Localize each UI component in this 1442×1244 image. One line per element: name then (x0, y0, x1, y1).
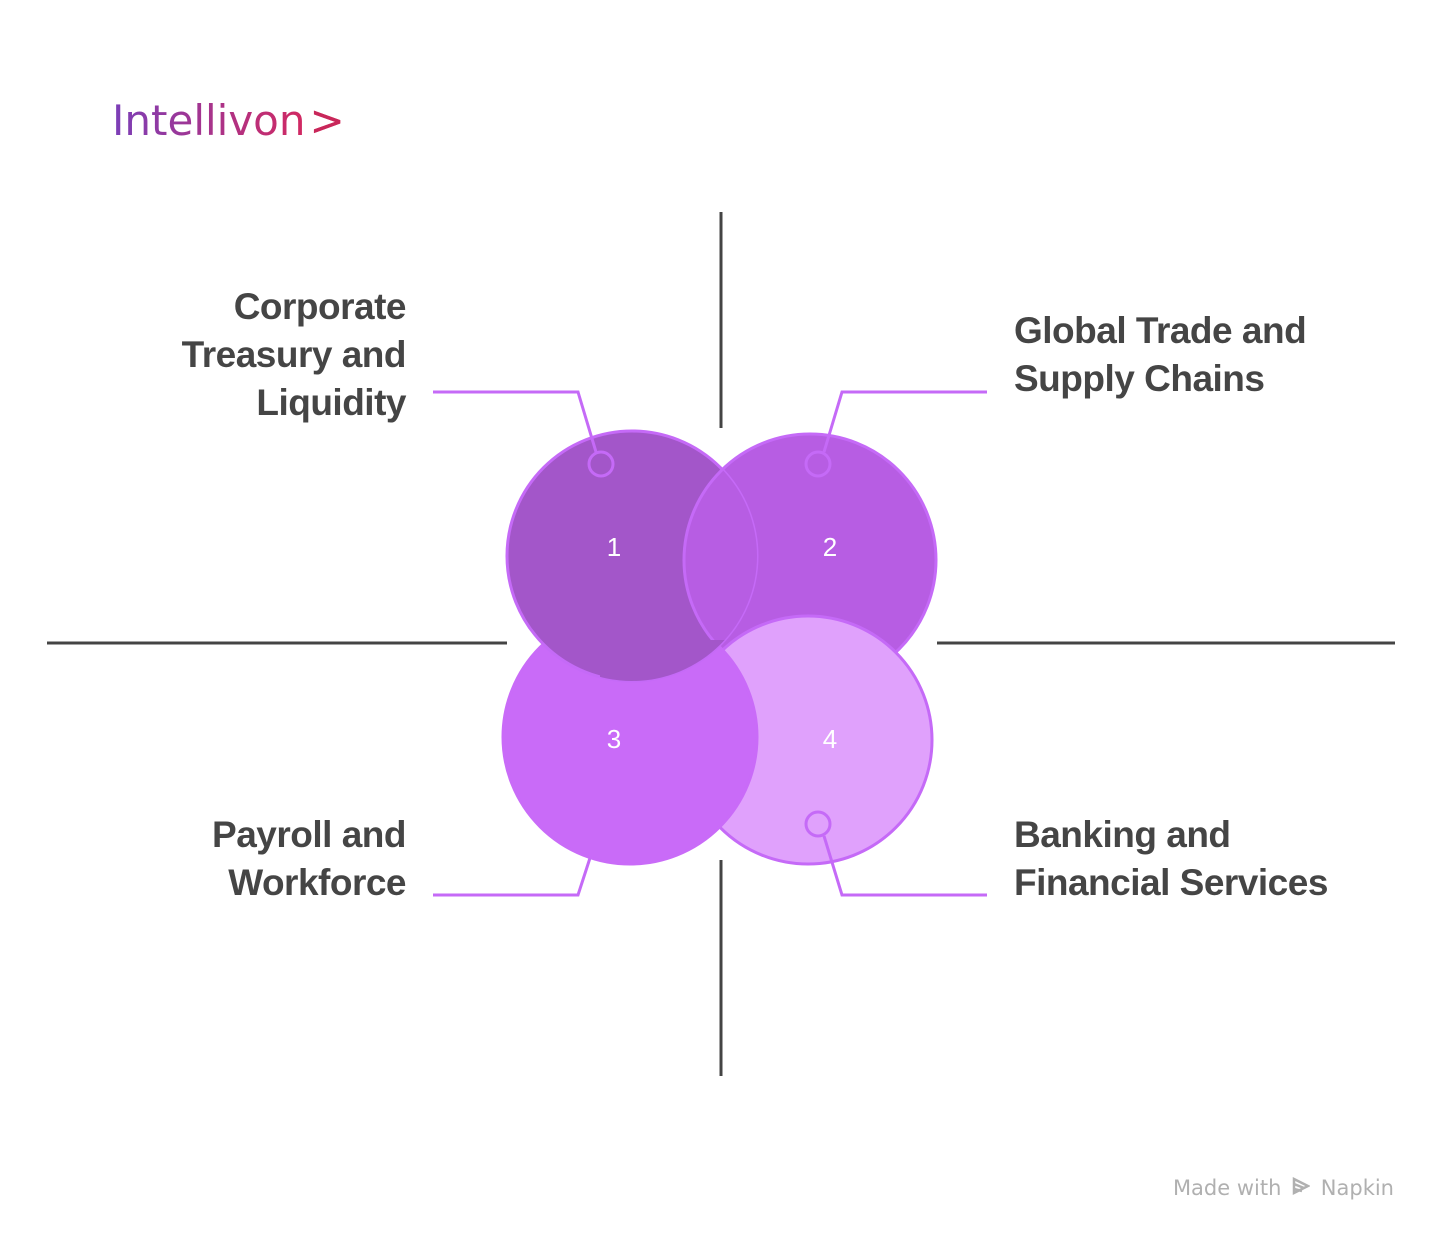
circle-number-4: 4 (823, 724, 837, 754)
napkin-brand-text: Napkin (1320, 1176, 1394, 1200)
connector-dot-1 (587, 450, 615, 478)
logo-chevron-icon: > (309, 96, 345, 145)
label-4-line: Financial Services (1014, 862, 1328, 903)
label-1: Corporate Treasury and Liquidity (181, 283, 407, 427)
napkin-logo-icon (1292, 1176, 1311, 1196)
connector-3 (433, 857, 592, 897)
connector-4 (822, 835, 987, 897)
circle-number-1: 1 (607, 532, 621, 562)
connector-dot-2 (804, 450, 832, 478)
label-2-line: Supply Chains (1014, 358, 1265, 399)
circle-number-2: 2 (823, 532, 837, 562)
connector-dot-4 (804, 810, 832, 838)
label-4: Banking and Financial Services (1014, 811, 1328, 907)
connector-2 (822, 390, 987, 453)
label-3-line: Payroll and (212, 814, 406, 855)
label-1-line: Liquidity (256, 382, 406, 423)
label-2: Global Trade and Supply Chains (1014, 307, 1307, 403)
label-2-line: Global Trade and (1014, 310, 1307, 351)
connector-1 (433, 390, 598, 453)
circle-number-3: 3 (607, 724, 621, 754)
label-4-line: Banking and (1014, 814, 1231, 855)
label-3-line: Workforce (228, 862, 406, 903)
label-1-line: Corporate (233, 286, 407, 327)
label-1-line: Treasury and (181, 334, 407, 375)
logo: Intellivon> (112, 96, 345, 145)
quadrant-axes (47, 212, 1395, 1076)
connectors (433, 390, 987, 897)
made-with-text: Made with (1172, 1176, 1282, 1200)
label-3: Payroll and Workforce (212, 811, 406, 907)
footer-watermark: Made with Napkin (1173, 1176, 1394, 1200)
